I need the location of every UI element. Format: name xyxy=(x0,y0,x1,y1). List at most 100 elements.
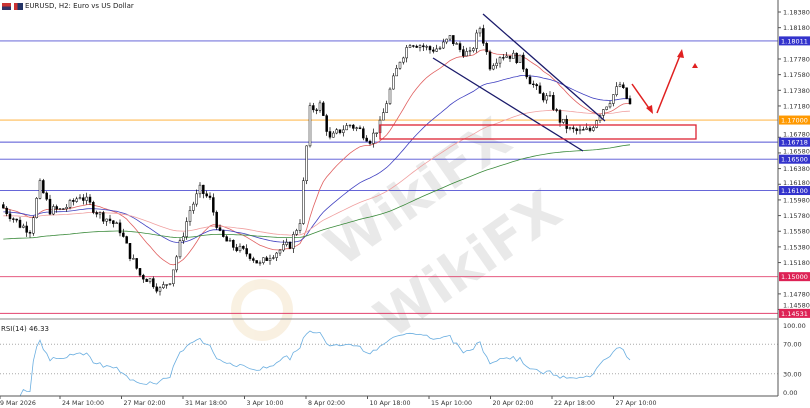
candle-body[interactable] xyxy=(32,217,35,234)
candle-body[interactable] xyxy=(102,212,105,222)
candle-body[interactable] xyxy=(88,196,92,203)
candle-body[interactable] xyxy=(332,132,335,138)
candle-body[interactable] xyxy=(162,284,165,288)
candle-body[interactable] xyxy=(92,202,95,213)
candle-body[interactable] xyxy=(392,75,395,90)
candle-body[interactable] xyxy=(572,127,575,130)
candle-body[interactable] xyxy=(148,278,152,282)
candle-body[interactable] xyxy=(268,257,272,261)
candle-body[interactable] xyxy=(445,38,448,43)
candle-body[interactable] xyxy=(165,284,168,286)
candle-body[interactable] xyxy=(105,218,108,222)
candle-body[interactable] xyxy=(432,49,435,52)
candle-body[interactable] xyxy=(385,103,388,113)
candle-body[interactable] xyxy=(218,227,222,231)
candle-body[interactable] xyxy=(452,35,455,45)
candle-body[interactable] xyxy=(322,102,325,116)
candle-body[interactable] xyxy=(538,85,542,94)
candle-body[interactable] xyxy=(498,57,502,64)
candle-body[interactable] xyxy=(428,46,432,51)
candle-body[interactable] xyxy=(262,257,265,263)
candle-body[interactable] xyxy=(308,105,312,147)
candle-body[interactable] xyxy=(435,48,438,52)
candle-body[interactable] xyxy=(258,262,262,264)
candle-body[interactable] xyxy=(212,197,215,213)
candle-body[interactable] xyxy=(402,57,405,63)
candle-body[interactable] xyxy=(128,243,132,259)
candle-body[interactable] xyxy=(198,184,202,195)
candle-body[interactable] xyxy=(118,222,122,234)
candle-body[interactable] xyxy=(78,197,82,200)
candle-body[interactable] xyxy=(458,43,462,50)
candle-body[interactable] xyxy=(568,127,572,129)
candle-body[interactable] xyxy=(145,278,148,282)
candle-body[interactable] xyxy=(492,65,495,70)
candle-body[interactable] xyxy=(122,232,125,237)
candle-body[interactable] xyxy=(75,198,78,202)
candle-body[interactable] xyxy=(368,140,372,144)
candle-body[interactable] xyxy=(85,196,88,201)
candle-body[interactable] xyxy=(125,236,128,244)
candle-body[interactable] xyxy=(485,43,488,53)
candle-body[interactable] xyxy=(255,260,258,264)
candle-body[interactable] xyxy=(132,258,135,260)
candle-body[interactable] xyxy=(12,218,15,220)
candle-body[interactable] xyxy=(252,258,255,261)
candle-body[interactable] xyxy=(8,213,12,220)
candle-body[interactable] xyxy=(278,249,282,254)
candle-body[interactable] xyxy=(175,256,178,271)
candle-body[interactable] xyxy=(135,258,138,269)
candle-body[interactable] xyxy=(578,129,582,131)
channel-upper-line[interactable] xyxy=(482,13,606,122)
candle-body[interactable] xyxy=(22,225,25,228)
candle-body[interactable] xyxy=(15,218,18,221)
candle-body[interactable] xyxy=(168,283,172,285)
candle-body[interactable] xyxy=(522,54,525,70)
candle-body[interactable] xyxy=(565,118,568,129)
candle-body[interactable] xyxy=(65,207,68,209)
candle-body[interactable] xyxy=(612,94,615,104)
candle-body[interactable] xyxy=(208,195,212,198)
candle-body[interactable] xyxy=(495,62,498,66)
candle-body[interactable] xyxy=(215,211,218,228)
candle-body[interactable] xyxy=(295,230,298,235)
candle-body[interactable] xyxy=(82,197,85,201)
candle-body[interactable] xyxy=(505,55,508,58)
candle-body[interactable] xyxy=(272,257,275,259)
candle-body[interactable] xyxy=(288,241,292,249)
candle-body[interactable] xyxy=(375,132,378,134)
candle-body[interactable] xyxy=(98,212,102,215)
candle-body[interactable] xyxy=(575,128,578,131)
candle-body[interactable] xyxy=(345,125,348,131)
candle-body[interactable] xyxy=(558,110,562,123)
candle-body[interactable] xyxy=(178,240,182,258)
candle-body[interactable] xyxy=(48,198,52,215)
candle-body[interactable] xyxy=(242,245,245,249)
candle-body[interactable] xyxy=(325,115,328,132)
candle-body[interactable] xyxy=(388,88,392,104)
candle-body[interactable] xyxy=(512,52,515,59)
candle-body[interactable] xyxy=(185,221,188,237)
candle-body[interactable] xyxy=(532,83,535,85)
candle-body[interactable] xyxy=(205,193,208,197)
candle-body[interactable] xyxy=(172,269,175,284)
candle-body[interactable] xyxy=(515,52,518,63)
candle-body[interactable] xyxy=(112,220,115,224)
candle-body[interactable] xyxy=(292,234,295,249)
candle-body[interactable] xyxy=(472,48,475,51)
candle-body[interactable] xyxy=(582,129,585,131)
candle-body[interactable] xyxy=(228,239,232,242)
candle-body[interactable] xyxy=(425,46,428,48)
candle-body[interactable] xyxy=(545,95,548,101)
candle-body[interactable] xyxy=(535,84,538,87)
candle-body[interactable] xyxy=(405,47,408,59)
candle-body[interactable] xyxy=(628,98,632,105)
candle-body[interactable] xyxy=(138,268,142,276)
candle-body[interactable] xyxy=(525,68,528,78)
candle-body[interactable] xyxy=(305,145,308,182)
candle-body[interactable] xyxy=(238,245,242,251)
candle-body[interactable] xyxy=(468,50,472,52)
candle-body[interactable] xyxy=(412,45,415,47)
candle-body[interactable] xyxy=(372,132,375,144)
